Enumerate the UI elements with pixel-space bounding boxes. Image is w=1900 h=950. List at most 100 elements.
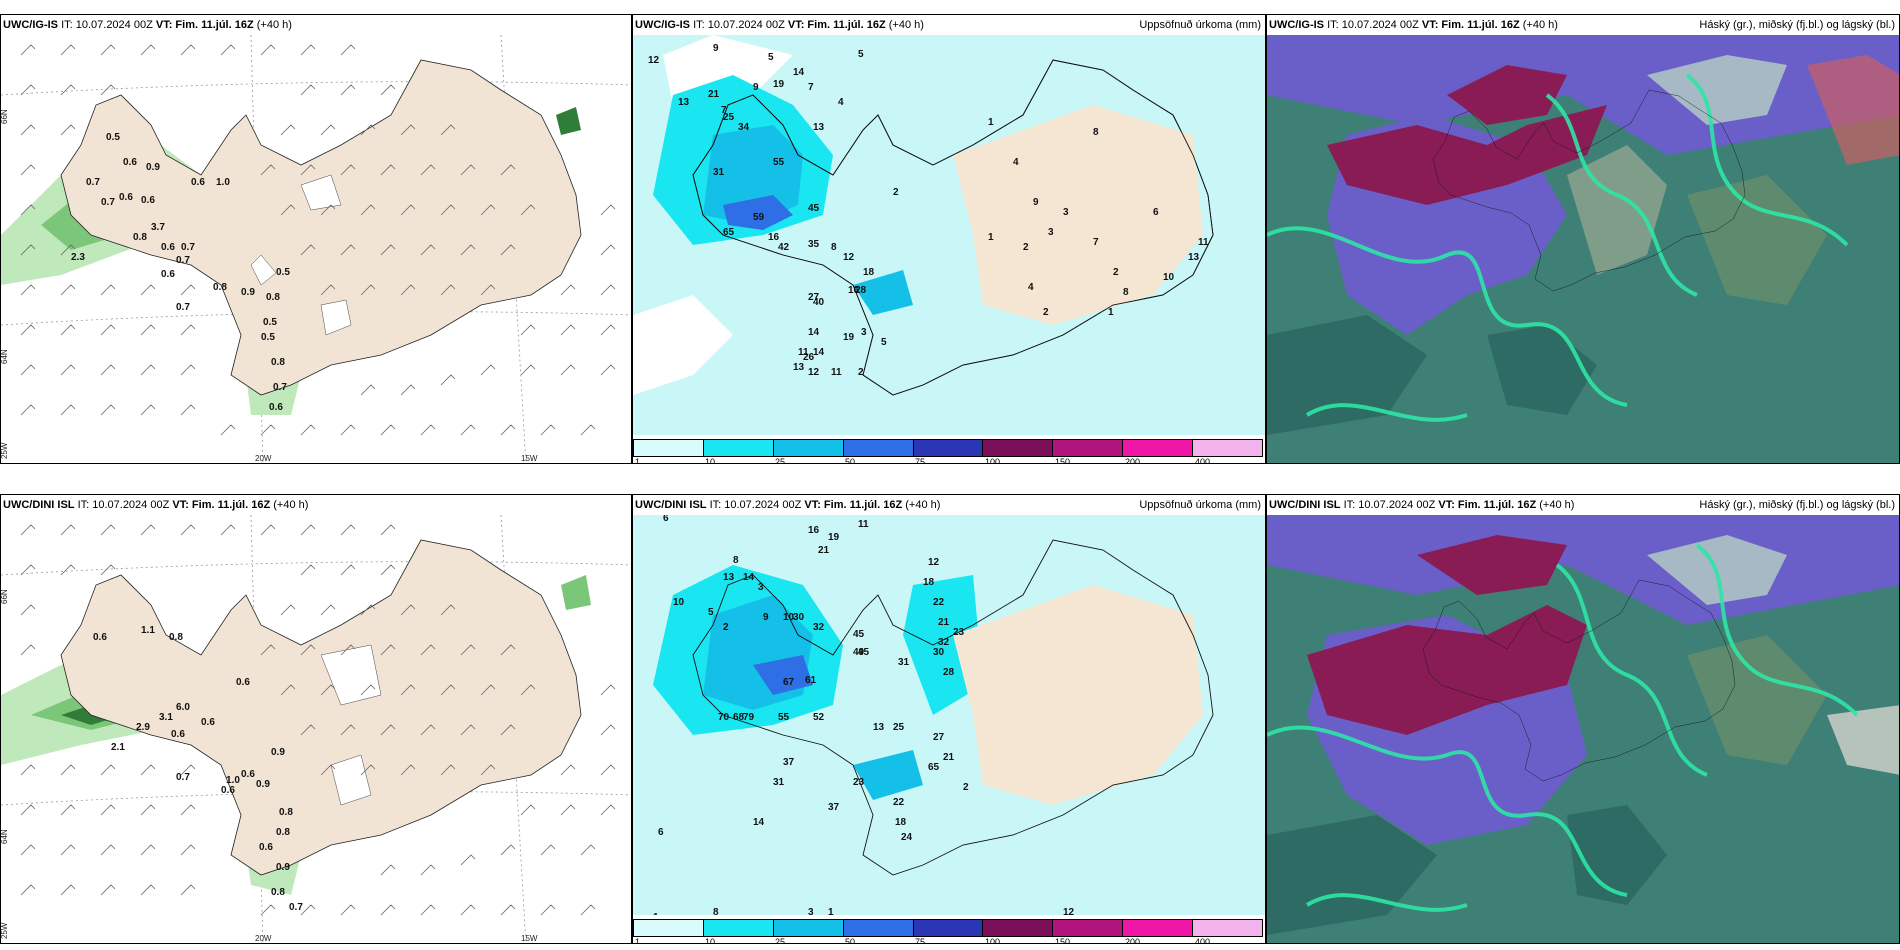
value-label: 9 — [753, 82, 759, 93]
lon-label: 25W — [1, 442, 9, 459]
colorbar-swatch — [634, 920, 704, 936]
value-label: 0.7 — [86, 177, 100, 188]
value-label: 0.5 — [106, 132, 120, 143]
value-label: 9 — [1033, 197, 1039, 208]
value-label: 8 — [1093, 127, 1099, 138]
value-label: 1 — [828, 907, 834, 915]
panel-header: UWC/DINI ISL IT: 10.07.2024 00Z VT: Fim.… — [1, 495, 631, 515]
lat-label: 66N — [1, 109, 9, 124]
precip-panel-bottom: UWC/DINI ISL IT: 10.07.2024 00Z VT: Fim.… — [632, 494, 1266, 944]
value-label: 7 — [808, 82, 814, 93]
value-label: 16 — [768, 232, 780, 243]
value-label: 0.6 — [119, 192, 133, 203]
cloud-panel-bottom: UWC/DINI ISL IT: 10.07.2024 00Z VT: Fim.… — [1266, 494, 1900, 944]
value-label: 31 — [898, 657, 910, 668]
panel-header: UWC/DINI ISL IT: 10.07.2024 00Z VT: Fim.… — [633, 495, 1265, 515]
colorbar-swatch — [773, 440, 844, 456]
value-label: 30 — [933, 647, 945, 658]
value-label: 1 — [653, 912, 659, 915]
value-label: 21 — [818, 545, 830, 556]
value-label: 12 — [1063, 907, 1075, 915]
value-label: 6 — [663, 515, 669, 524]
value-label: 35 — [808, 239, 820, 250]
value-label: 14 — [743, 572, 755, 583]
value-label: 5 — [708, 607, 714, 618]
value-label: 0.9 — [146, 162, 160, 173]
value-label: 2.1 — [111, 742, 125, 753]
cloud-map — [1267, 35, 1899, 463]
value-label: 31 — [713, 167, 725, 178]
colorbar-ticks: 1 10 25 50 75 100 150 200 400 — [633, 937, 1263, 944]
colorbar-tick-label: 75 — [915, 457, 926, 464]
colorbar-tick-label: 50 — [845, 937, 856, 944]
value-label: 55 — [773, 157, 785, 168]
value-label: 0.5 — [263, 317, 277, 328]
colorbar-tick-label: 400 — [1195, 937, 1211, 944]
value-label: 0.7 — [176, 255, 190, 266]
value-label: 5 — [881, 337, 887, 348]
value-label: 8 — [1123, 287, 1129, 298]
wind-panel-bottom: UWC/DINI ISL IT: 10.07.2024 00Z VT: Fim.… — [0, 494, 632, 944]
colorbar-swatch — [1123, 920, 1194, 936]
wind-barbs — [20, 524, 616, 916]
colorbar-tick-label: 400 — [1195, 457, 1211, 464]
value-label: 2 — [1043, 307, 1049, 318]
value-label: 22 — [933, 597, 945, 608]
value-label: 0.6 — [201, 717, 215, 728]
value-label: 45 — [808, 203, 820, 214]
value-label: 0.9 — [256, 779, 270, 790]
value-label: 16 — [808, 525, 820, 536]
colorbar-tick-label: 100 — [985, 457, 1001, 464]
colorbar-tick-label: 25 — [775, 937, 786, 944]
lon-label: 25W — [1, 922, 9, 939]
colorbar-tick-label: 1 — [635, 937, 641, 944]
value-label: 6.0 — [176, 702, 190, 713]
value-label: 0.7 — [176, 302, 190, 313]
value-label: 79 — [743, 712, 755, 723]
value-label: 2 — [1113, 267, 1119, 278]
value-label: 0.7 — [273, 382, 287, 393]
value-label: 32 — [938, 637, 950, 648]
lon-label: 15W — [521, 934, 538, 943]
value-label: 11 — [831, 367, 842, 378]
colorbar-swatch — [843, 920, 914, 936]
value-label: 0.5 — [276, 267, 290, 278]
value-label: 0.8 — [266, 292, 280, 303]
value-label: 14 — [808, 327, 820, 338]
value-label: 30 — [793, 612, 805, 623]
value-label: 28 — [855, 285, 867, 296]
value-label: 14 — [753, 817, 765, 828]
colorbar-swatch — [703, 920, 774, 936]
value-label: 0.6 — [259, 842, 273, 853]
lon-label: 15W — [521, 454, 538, 463]
value-label: 65 — [928, 762, 940, 773]
value-label: 12 — [928, 557, 940, 568]
value-label: 4 — [838, 97, 844, 108]
value-label: 8 — [713, 907, 719, 915]
value-label: 1.1 — [141, 625, 155, 636]
value-label: 23 — [953, 627, 965, 638]
value-label: 9 — [763, 612, 769, 623]
value-label: 21 — [708, 89, 720, 100]
value-label: 45 — [853, 629, 865, 640]
value-label: 0.6 — [221, 785, 235, 796]
value-label: 5 — [768, 52, 774, 63]
value-label: 11 — [1198, 237, 1209, 248]
value-label: 18 — [895, 817, 907, 828]
iceland-land — [692, 539, 1214, 876]
colorbar-tick-label: 150 — [1055, 457, 1071, 464]
value-label: 42 — [778, 242, 790, 253]
value-label: 13 — [723, 572, 735, 583]
value-label: 25 — [893, 722, 905, 733]
value-label: 34 — [738, 122, 750, 133]
value-label: 0.8 — [271, 887, 285, 898]
value-label: 25 — [723, 112, 735, 123]
value-label: 0.6 — [241, 769, 255, 780]
value-label: 0.9 — [276, 862, 290, 873]
colorbar-swatch — [1193, 440, 1263, 456]
colorbar-swatch — [773, 920, 844, 936]
value-label: 3 — [758, 582, 764, 593]
value-label: 0.7 — [289, 902, 303, 913]
value-label: 11 — [798, 347, 809, 358]
value-label: 19 — [828, 532, 840, 543]
